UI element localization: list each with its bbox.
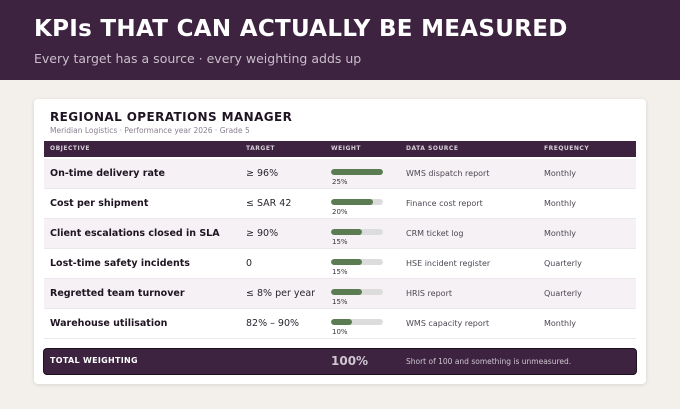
page-subtitle: Every target has a source · every weight…	[34, 51, 362, 66]
column-header-weight: WEIGHT	[331, 145, 361, 152]
source-cell: CRM ticket log	[406, 229, 464, 238]
column-header-target: TARGET	[246, 145, 276, 152]
weight-label: 15%	[332, 268, 348, 276]
kpi-card: REGIONAL OPERATIONS MANAGER Meridian Log…	[34, 99, 646, 384]
total-label: TOTAL WEIGHTING	[50, 356, 138, 365]
target-cell: ≤ SAR 42	[246, 198, 292, 209]
weight-bar-track	[331, 319, 383, 325]
frequency-cell: Monthly	[544, 169, 577, 178]
weight-label: 10%	[332, 328, 348, 336]
weight-label: 15%	[332, 238, 348, 246]
weight-bar-fill	[331, 229, 363, 235]
source-cell: HSE incident register	[406, 259, 491, 268]
source-cell: HRIS report	[406, 289, 452, 298]
weight-bar-track	[331, 289, 383, 295]
role-title: REGIONAL OPERATIONS MANAGER	[50, 110, 293, 124]
objective-cell: On-time delivery rate	[50, 168, 165, 179]
target-cell: ≤ 8% per year	[246, 288, 316, 299]
target-cell: 82% – 90%	[246, 318, 300, 329]
table-header: OBJECTIVE TARGET WEIGHT DATA SOURCE FREQ…	[44, 141, 636, 157]
total-note: Short of 100 and something is unmeasured…	[406, 357, 572, 366]
weight-bar-fill	[331, 169, 383, 175]
column-header-source: DATA SOURCE	[406, 145, 459, 152]
table-row: Regretted team turnover ≤ 8% per year 15…	[44, 279, 636, 309]
objective-cell: Lost-time safety incidents	[50, 258, 190, 269]
table-row: Lost-time safety incidents 0 15% HSE inc…	[44, 249, 636, 279]
weight-bar-fill	[331, 289, 363, 295]
weight-bar-fill	[331, 199, 373, 205]
frequency-cell: Quarterly	[544, 289, 582, 298]
frequency-cell: Monthly	[544, 319, 577, 328]
weight-label: 25%	[332, 178, 348, 186]
objective-cell: Cost per shipment	[50, 198, 149, 209]
weight-bar-fill	[331, 259, 363, 265]
total-value: 100%	[331, 354, 369, 368]
table-row: Client escalations closed in SLA ≥ 90% 1…	[44, 219, 636, 249]
frequency-cell: Quarterly	[544, 259, 582, 268]
weight-bar-track	[331, 169, 383, 175]
source-cell: WMS dispatch report	[406, 169, 490, 178]
objective-cell: Warehouse utilisation	[50, 318, 168, 329]
frequency-cell: Monthly	[544, 199, 577, 208]
target-cell: 0	[246, 258, 253, 269]
header-banner: KPIs THAT CAN ACTUALLY BE MEASURED Every…	[0, 0, 680, 80]
total-weighting-row: TOTAL WEIGHTING 100% Short of 100 and so…	[44, 349, 636, 374]
frequency-cell: Monthly	[544, 229, 577, 238]
source-cell: Finance cost report	[406, 199, 483, 208]
target-cell: ≥ 96%	[246, 168, 279, 179]
weight-bar-track	[331, 259, 383, 265]
weight-bar-fill	[331, 319, 352, 325]
column-header-objective: OBJECTIVE	[50, 145, 90, 152]
weight-label: 20%	[332, 208, 348, 216]
table-row: Cost per shipment ≤ SAR 42 20% Finance c…	[44, 189, 636, 219]
table-row: On-time delivery rate ≥ 96% 25% WMS disp…	[44, 159, 636, 189]
role-meta: Meridian Logistics · Performance year 20…	[50, 126, 250, 135]
table-row: Warehouse utilisation 82% – 90% 10% WMS …	[44, 309, 636, 339]
objective-cell: Client escalations closed in SLA	[50, 228, 220, 239]
target-cell: ≥ 90%	[246, 228, 279, 239]
weight-bar-track	[331, 199, 383, 205]
weight-bar-track	[331, 229, 383, 235]
weight-label: 15%	[332, 298, 348, 306]
kpi-table-body: On-time delivery rate ≥ 96% 25% WMS disp…	[44, 159, 636, 339]
page-title: KPIs THAT CAN ACTUALLY BE MEASURED	[34, 16, 568, 42]
column-header-frequency: FREQUENCY	[544, 145, 590, 152]
objective-cell: Regretted team turnover	[50, 288, 185, 299]
source-cell: WMS capacity report	[406, 319, 490, 328]
